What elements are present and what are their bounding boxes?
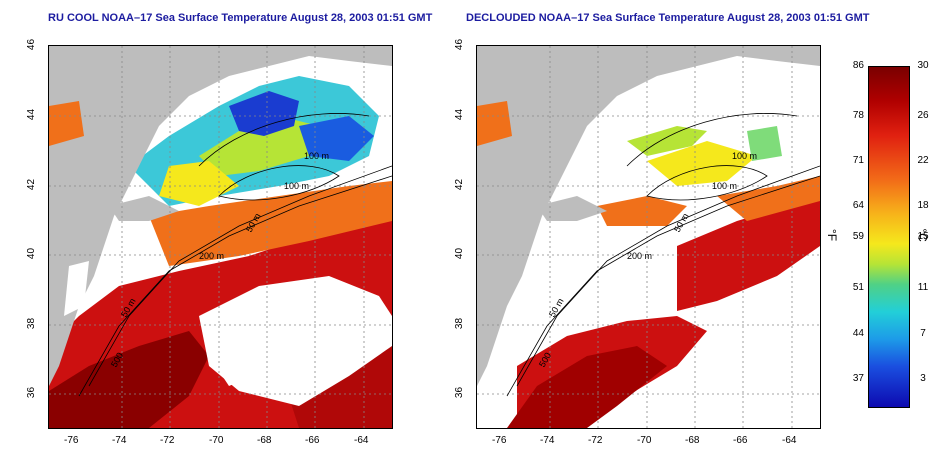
colorbar-celsius-label: 11 — [917, 282, 929, 293]
panel-title-right: DECLOUDED NOAA–17 Sea Surface Temperatur… — [466, 12, 870, 24]
colorbar-fahrenheit-label: 44 — [852, 328, 864, 339]
x-tick-label: -74 — [112, 435, 127, 446]
x-tick-label: -66 — [733, 435, 748, 446]
y-tick-label: 40 — [454, 247, 466, 260]
y-tick-label: 38 — [26, 317, 38, 330]
x-tick-label: -70 — [637, 435, 652, 446]
x-tick-label: -68 — [257, 435, 272, 446]
contour-label-100m: 100 m — [732, 151, 757, 161]
y-tick-label: 42 — [26, 178, 38, 191]
colorbar-fahrenheit-label: 37 — [852, 373, 864, 384]
contour-label-100m: 100 m — [304, 151, 329, 161]
sst-map-raw: 100 m 100 m 50 m 200 m 50 m 500 — [48, 45, 393, 429]
x-tick-label: -76 — [64, 435, 79, 446]
colorbar-celsius-label: 15 — [917, 231, 929, 242]
fahrenheit-unit-label: °F — [825, 228, 840, 242]
colorbar-fahrenheit-label: 59 — [852, 231, 864, 242]
y-tick-label: 42 — [454, 178, 466, 191]
y-tick-label: 46 — [26, 38, 38, 51]
sst-map-declouded: 100 m 100 m 50 m 200 m 50 m 500 — [476, 45, 821, 429]
contour-label-200m: 200 m — [199, 251, 224, 261]
colorbar-fahrenheit-label: 71 — [852, 155, 864, 166]
contour-label-200m: 200 m — [627, 251, 652, 261]
contour-label-100m: 100 m — [712, 181, 737, 191]
x-tick-label: -72 — [588, 435, 603, 446]
sst-map-declouded-image: 100 m 100 m 50 m 200 m 50 m 500 — [477, 46, 820, 428]
x-tick-label: -64 — [354, 435, 369, 446]
y-tick-label: 36 — [454, 386, 466, 399]
colorbar-celsius-label: 30 — [917, 60, 929, 71]
panel-title-left: RU COOL NOAA–17 Sea Surface Temperature … — [48, 12, 433, 24]
colorbar-celsius-label: 18 — [917, 200, 929, 211]
colorbar-celsius-label: 3 — [920, 373, 926, 384]
y-tick-label: 46 — [454, 38, 466, 51]
colorbar-fahrenheit-label: 64 — [852, 200, 864, 211]
colorbar-fahrenheit-label: 51 — [852, 282, 864, 293]
y-tick-label: 38 — [454, 317, 466, 330]
x-tick-label: -66 — [305, 435, 320, 446]
colorbar-celsius-label: 22 — [917, 155, 929, 166]
colorbar-celsius-label: 26 — [917, 110, 929, 121]
sst-colorbar — [868, 66, 910, 408]
x-tick-label: -64 — [782, 435, 797, 446]
x-tick-label: -74 — [540, 435, 555, 446]
colorbar-fahrenheit-label: 78 — [852, 110, 864, 121]
contour-label-100m: 100 m — [284, 181, 309, 191]
y-tick-label: 44 — [454, 108, 466, 121]
x-tick-label: -72 — [160, 435, 175, 446]
x-tick-label: -68 — [685, 435, 700, 446]
x-tick-label: -76 — [492, 435, 507, 446]
colorbar-celsius-label: 7 — [920, 328, 926, 339]
celsius-unit-label: °C — [915, 228, 930, 242]
colorbar-fahrenheit-label: 86 — [852, 60, 864, 71]
x-tick-label: -70 — [209, 435, 224, 446]
y-tick-label: 40 — [26, 247, 38, 260]
y-tick-label: 44 — [26, 108, 38, 121]
y-tick-label: 36 — [26, 386, 38, 399]
sst-map-raw-image: 100 m 100 m 50 m 200 m 50 m 500 — [49, 46, 392, 428]
